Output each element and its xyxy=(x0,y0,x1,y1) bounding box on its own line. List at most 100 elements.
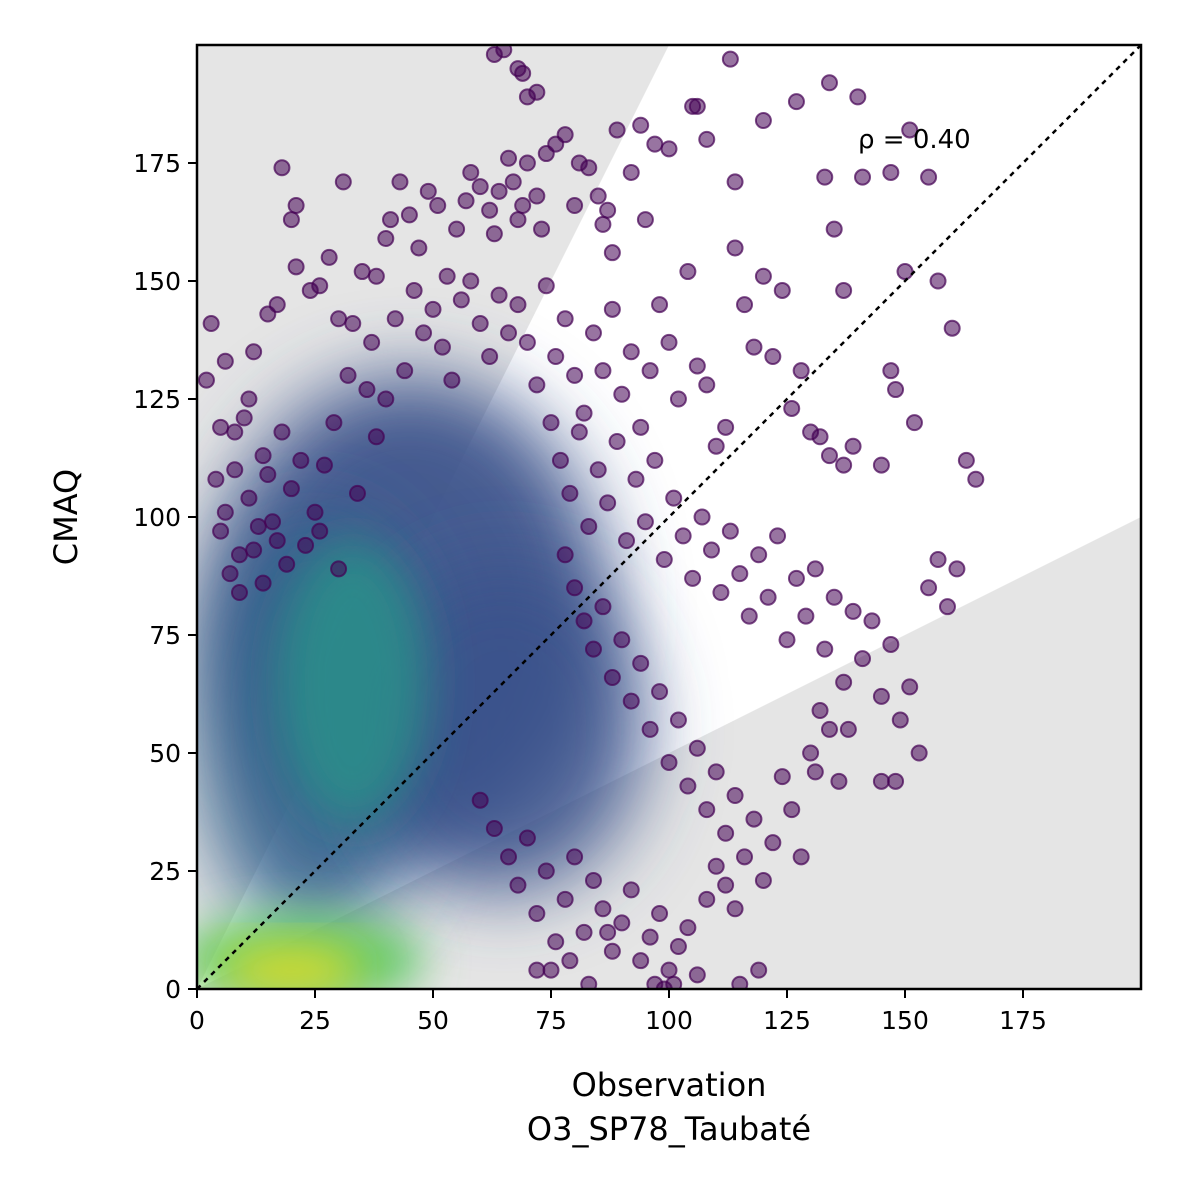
data-point xyxy=(887,772,905,790)
data-point xyxy=(278,555,296,573)
data-point xyxy=(528,904,546,922)
data-point xyxy=(528,961,546,979)
data-point xyxy=(820,720,838,738)
data-point xyxy=(641,928,659,946)
data-point xyxy=(226,423,244,441)
data-point xyxy=(717,876,735,894)
data-point xyxy=(679,919,697,937)
data-point xyxy=(698,130,716,148)
data-point xyxy=(386,310,404,328)
data-point xyxy=(726,173,744,191)
data-point xyxy=(750,546,768,564)
data-point xyxy=(509,296,527,314)
data-point xyxy=(566,848,584,866)
density-blob xyxy=(362,564,646,895)
data-point xyxy=(938,598,956,616)
data-point xyxy=(245,541,263,559)
data-point xyxy=(391,173,409,191)
data-point xyxy=(382,211,400,229)
data-point xyxy=(400,206,418,224)
data-point xyxy=(669,938,687,956)
data-point xyxy=(698,801,716,819)
x-tick-label: 0 xyxy=(189,1006,205,1035)
density-blob xyxy=(277,540,429,824)
data-point xyxy=(542,961,560,979)
data-point xyxy=(584,324,602,342)
data-point xyxy=(783,801,801,819)
data-point xyxy=(957,451,975,469)
data-point xyxy=(929,550,947,568)
data-point xyxy=(754,871,772,889)
data-point xyxy=(287,258,305,276)
data-point xyxy=(226,461,244,479)
data-point xyxy=(273,423,291,441)
data-point xyxy=(754,112,772,130)
data-point xyxy=(702,541,720,559)
data-point xyxy=(688,966,706,984)
data-point xyxy=(273,159,291,177)
data-point xyxy=(736,848,754,866)
data-point xyxy=(547,933,565,951)
data-point xyxy=(594,900,612,918)
data-point xyxy=(632,654,650,672)
x-tick-label: 25 xyxy=(299,1006,331,1035)
data-point xyxy=(740,607,758,625)
data-point xyxy=(863,612,881,630)
data-point xyxy=(514,196,532,214)
data-point xyxy=(684,569,702,587)
data-point xyxy=(334,173,352,191)
data-point xyxy=(367,267,385,285)
data-point xyxy=(854,650,872,668)
data-point xyxy=(240,489,258,507)
data-point xyxy=(627,470,645,488)
x-tick-label: 150 xyxy=(881,1006,929,1035)
data-point xyxy=(509,211,527,229)
data-point xyxy=(825,588,843,606)
data-point xyxy=(542,414,560,432)
data-point xyxy=(297,536,315,554)
data-point xyxy=(820,447,838,465)
data-point xyxy=(216,352,234,370)
data-point xyxy=(887,381,905,399)
data-point xyxy=(495,45,513,59)
data-point xyxy=(717,418,735,436)
data-point xyxy=(882,362,900,380)
data-point xyxy=(471,791,489,809)
data-point xyxy=(561,484,579,502)
data-point xyxy=(599,201,617,219)
data-point xyxy=(778,631,796,649)
data-point xyxy=(202,314,220,332)
data-point xyxy=(490,182,508,200)
y-tick-label: 100 xyxy=(133,503,181,532)
data-point xyxy=(471,178,489,196)
density-blob xyxy=(220,946,363,989)
data-point xyxy=(632,952,650,970)
data-point xyxy=(230,546,248,564)
data-point xyxy=(816,640,834,658)
data-point xyxy=(948,560,966,578)
data-point xyxy=(835,673,853,691)
data-point xyxy=(787,93,805,111)
data-point xyxy=(311,277,329,295)
data-point xyxy=(566,366,584,384)
data-point xyxy=(419,182,437,200)
data-point xyxy=(882,635,900,653)
data-point xyxy=(660,140,678,158)
data-point xyxy=(849,88,867,106)
data-point xyxy=(655,550,673,568)
data-point xyxy=(905,414,923,432)
data-point xyxy=(792,848,810,866)
data-point xyxy=(405,281,423,299)
data-point xyxy=(259,466,277,484)
data-point xyxy=(712,584,730,602)
data-point xyxy=(287,196,305,214)
data-point xyxy=(509,876,527,894)
data-point xyxy=(438,267,456,285)
data-point xyxy=(608,432,626,450)
data-point xyxy=(750,961,768,979)
data-point xyxy=(641,362,659,380)
data-point xyxy=(792,362,810,380)
data-point xyxy=(594,215,612,233)
scatter-points xyxy=(197,45,985,989)
data-point xyxy=(665,975,683,989)
